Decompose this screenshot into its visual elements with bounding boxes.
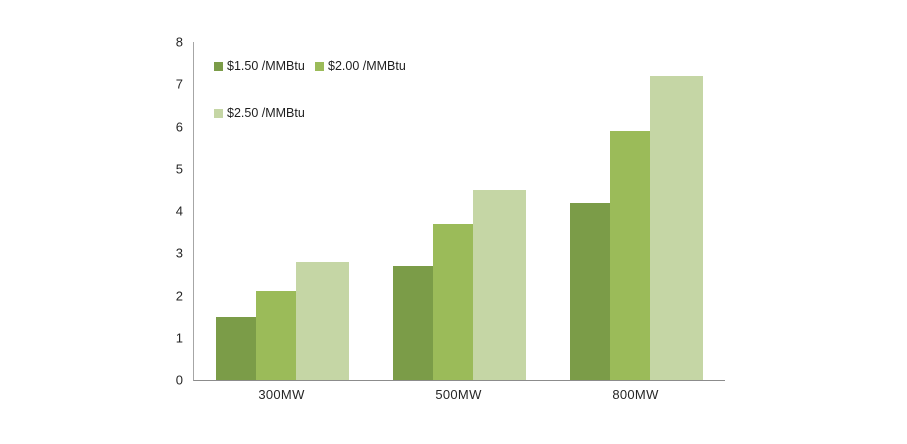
y-tick-label: 4 [175,203,183,219]
bar-series2-800mw [610,130,650,380]
x-tick-label: 300MW [258,387,305,402]
bar-group-300mw [194,42,371,380]
legend-label: $2.00 /MMBtu [328,59,406,73]
bar-series2-500mw [433,223,473,380]
legend-item-series1: $1.50 /MMBtu [214,59,315,73]
legend-swatch-icon [214,61,223,71]
bar-series1-300mw [216,316,256,380]
bar-group-500mw [371,42,548,380]
legend-swatch-icon [315,61,324,71]
bar-series2-300mw [256,291,296,380]
y-tick-label: 7 [175,76,183,92]
bar-series3-800mw [650,75,703,380]
bar-series3-300mw [296,261,349,380]
legend: $1.50 /MMBtu $2.00 /MMBtu $2.50 /MMBtu [214,59,416,120]
legend-row: $1.50 /MMBtu $2.00 /MMBtu [214,59,416,73]
legend-label: $1.50 /MMBtu [227,59,305,73]
x-axis: 300MW 500MW 800MW [193,387,724,402]
bar-series1-500mw [393,265,433,380]
legend-label: $2.50 /MMBtu [227,106,305,120]
y-tick-label: 8 [175,34,183,50]
y-tick-label: 5 [175,161,183,177]
x-tick-label: 500MW [435,387,482,402]
bar-series3-500mw [473,189,526,380]
y-tick-label: 3 [175,245,183,261]
legend-swatch-icon [214,108,223,118]
x-tick-label: 800MW [612,387,659,402]
plot-area: $1.50 /MMBtu $2.00 /MMBtu $2.50 /MMBtu [193,42,725,381]
legend-row: $2.50 /MMBtu [214,106,416,120]
y-tick-label: 1 [175,330,183,346]
y-tick-label: 0 [175,372,183,388]
legend-item-series3: $2.50 /MMBtu [214,106,315,120]
bar-group-800mw [548,42,725,380]
y-tick-label: 6 [175,119,183,134]
bar-groups [194,42,725,380]
y-axis: 0 1 2 3 4 5 6 7 8 [150,36,183,387]
legend-item-series2: $2.00 /MMBtu [315,59,416,73]
bar-series1-800mw [570,202,610,380]
y-tick-label: 2 [175,288,183,303]
